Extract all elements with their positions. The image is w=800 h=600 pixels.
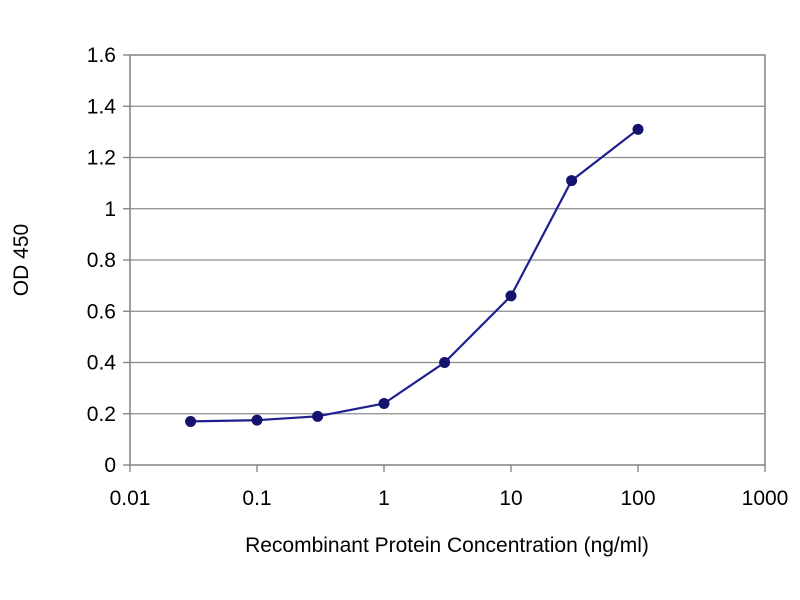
x-tick-label: 10: [499, 487, 522, 510]
data-point: [566, 175, 578, 187]
gridlines: [130, 105, 765, 415]
x-tick-label: 100: [620, 487, 655, 510]
series-group: [185, 123, 644, 427]
data-point: [312, 410, 324, 422]
y-tick-label: 0.4: [87, 352, 117, 375]
series-line: [190, 128, 639, 423]
x-tick-label: 1000: [742, 487, 789, 510]
data-point: [632, 123, 644, 135]
data-point: [251, 414, 263, 426]
y-tick-label: 1.4: [87, 95, 117, 118]
y-tick-label: 1.2: [87, 147, 116, 170]
x-tick-label: 1: [378, 487, 390, 510]
data-point: [439, 357, 451, 368]
y-tick-label: 0: [104, 454, 116, 477]
x-tick-label: 0.1: [242, 487, 271, 510]
x-axis-ticks: 0.01 0.1 1 10 100 1000: [110, 465, 789, 510]
x-axis-title: Recombinant Protein Concentration (ng/ml…: [245, 534, 649, 557]
x-tick-label: 0.01: [110, 487, 151, 510]
y-tick-label: 1.6: [87, 44, 116, 67]
y-tick-label: 0.6: [87, 300, 116, 323]
y-axis-title: OD 450: [10, 224, 33, 296]
y-tick-label: 1: [104, 198, 116, 221]
data-point: [505, 290, 517, 302]
y-tick-label: 0.2: [87, 403, 116, 426]
y-tick-label: 0.8: [87, 249, 116, 272]
data-point: [378, 398, 390, 409]
y-axis-ticks: 0 0.2 0.4 0.6 0.8 1 1.2 1.4 1.6: [87, 44, 130, 477]
data-point: [185, 415, 197, 427]
